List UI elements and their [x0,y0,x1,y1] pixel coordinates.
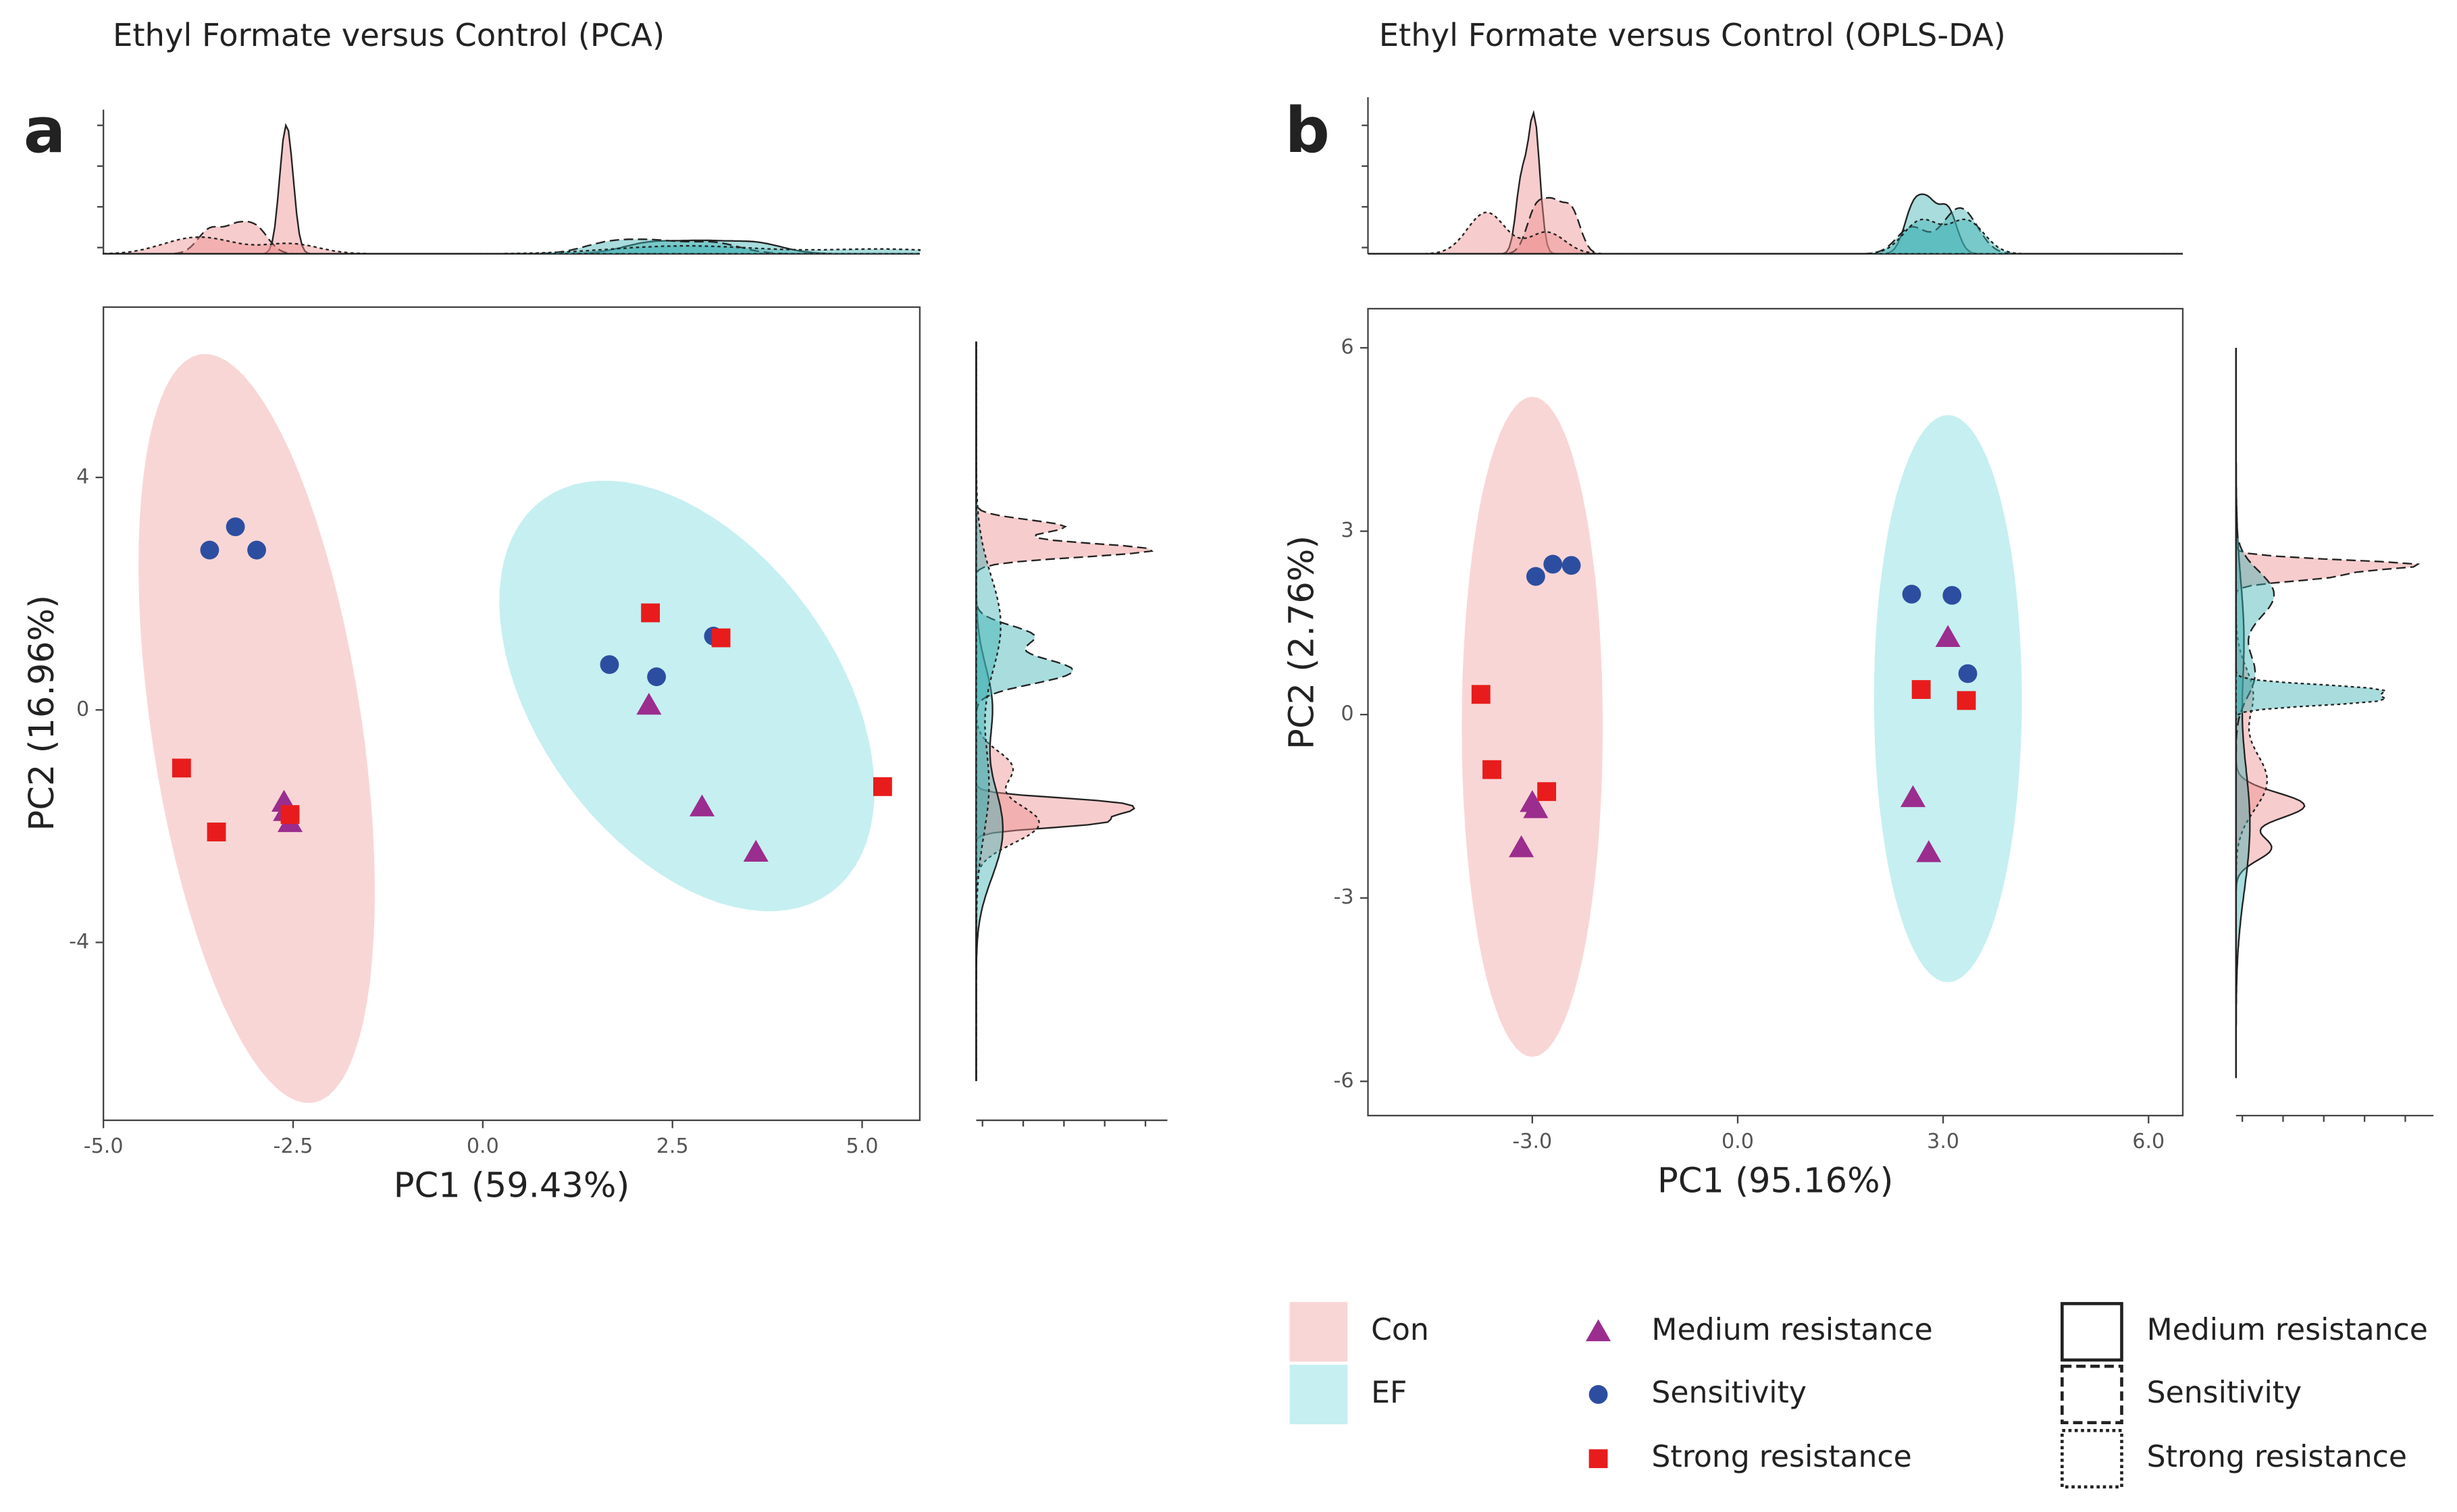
legend-linetype [2061,1364,2123,1425]
point [1957,691,1976,710]
legend-swatch [1289,1302,1348,1362]
x-tick-label: 3.0 [1927,1130,1959,1153]
point [600,655,619,675]
x-tick-label: 0.0 [1722,1130,1754,1153]
legend-marker [1588,1449,1608,1469]
point [689,794,715,816]
x-tick-label: -3.0 [1512,1130,1552,1153]
point [1900,785,1926,808]
plot-frame [1367,307,2184,1117]
point [1916,840,1942,862]
x-tick-label: 0.0 [467,1135,499,1158]
x-axis-label: PC1 (95.16%) [1657,1162,1893,1201]
point [873,777,892,796]
y-tick-label: 6 [1341,336,1353,359]
legend-label: Strong resistance [1651,1440,1911,1474]
y-axis-label: PC2 (16.96%) [22,595,62,831]
point [1942,585,1962,605]
point [200,540,219,560]
point [1543,554,1563,574]
legend-label: Sensitivity [2147,1376,2302,1410]
y-tick-label: 4 [76,465,89,488]
y-tick-label: -4 [69,930,89,954]
y-tick-label: 0 [1341,702,1353,726]
panel-label: a [24,94,66,167]
density [1368,218,2183,255]
confidence-ellipse [1462,396,1603,1057]
point [1526,567,1545,586]
point [1561,556,1581,575]
legend-linetype [2061,1302,2123,1362]
legend-linetype [2061,1429,2123,1489]
confidence-ellipse [1873,415,2022,983]
point [207,823,226,841]
density [103,244,921,255]
point [247,540,266,560]
y-tick-label: -3 [1334,885,1354,909]
point [711,628,731,648]
point [647,667,667,687]
point [1958,664,1977,683]
point [1471,685,1491,704]
point [1482,760,1501,779]
density [2235,348,2421,1078]
y-tick-label: -6 [1334,1069,1354,1093]
legend-label: Con [1371,1313,1429,1347]
chart-title: Ethyl Formate versus Control (PCA) [113,17,665,53]
x-tick-label: -5.0 [84,1135,124,1158]
point [1537,782,1557,802]
legend-label: Medium resistance [1651,1313,1932,1347]
x-tick-label: -2.5 [274,1135,313,1158]
point [743,839,769,862]
legend-label: Strong resistance [2147,1440,2407,1474]
x-tick-label: 5.0 [846,1135,879,1158]
density [975,341,1154,1081]
point [641,603,661,623]
legend-swatch [1289,1364,1348,1425]
legend-label: Sensitivity [1651,1376,1806,1410]
point [636,692,662,715]
point [226,517,245,537]
y-axis-label: PC2 (2.76%) [1282,536,1322,750]
legend-label: Medium resistance [2147,1313,2428,1347]
point [1902,584,1921,604]
x-axis-label: PC1 (59.43%) [394,1166,630,1206]
confidence-ellipse [138,354,375,1103]
point [280,805,300,825]
x-tick-label: 6.0 [2132,1130,2165,1153]
point [172,758,191,778]
y-tick-label: 3 [1341,519,1353,542]
chart-title: Ethyl Formate versus Control (OPLS-DA) [1379,17,2006,53]
legend-label: EF [1371,1376,1407,1410]
point [1911,680,1931,699]
legend-marker [1585,1319,1611,1342]
panel-label: b [1285,94,1330,167]
point [1935,625,1961,648]
density [2235,348,2388,1078]
point [1520,789,1545,812]
confidence-ellipse [499,480,875,912]
plot-frame [102,306,921,1122]
legend-marker [1588,1385,1608,1404]
density [975,341,1002,1081]
density [1368,211,2183,255]
point [1509,835,1534,858]
density [975,341,1135,1081]
y-tick-label: 0 [76,698,89,721]
x-tick-label: 2.5 [656,1135,689,1158]
